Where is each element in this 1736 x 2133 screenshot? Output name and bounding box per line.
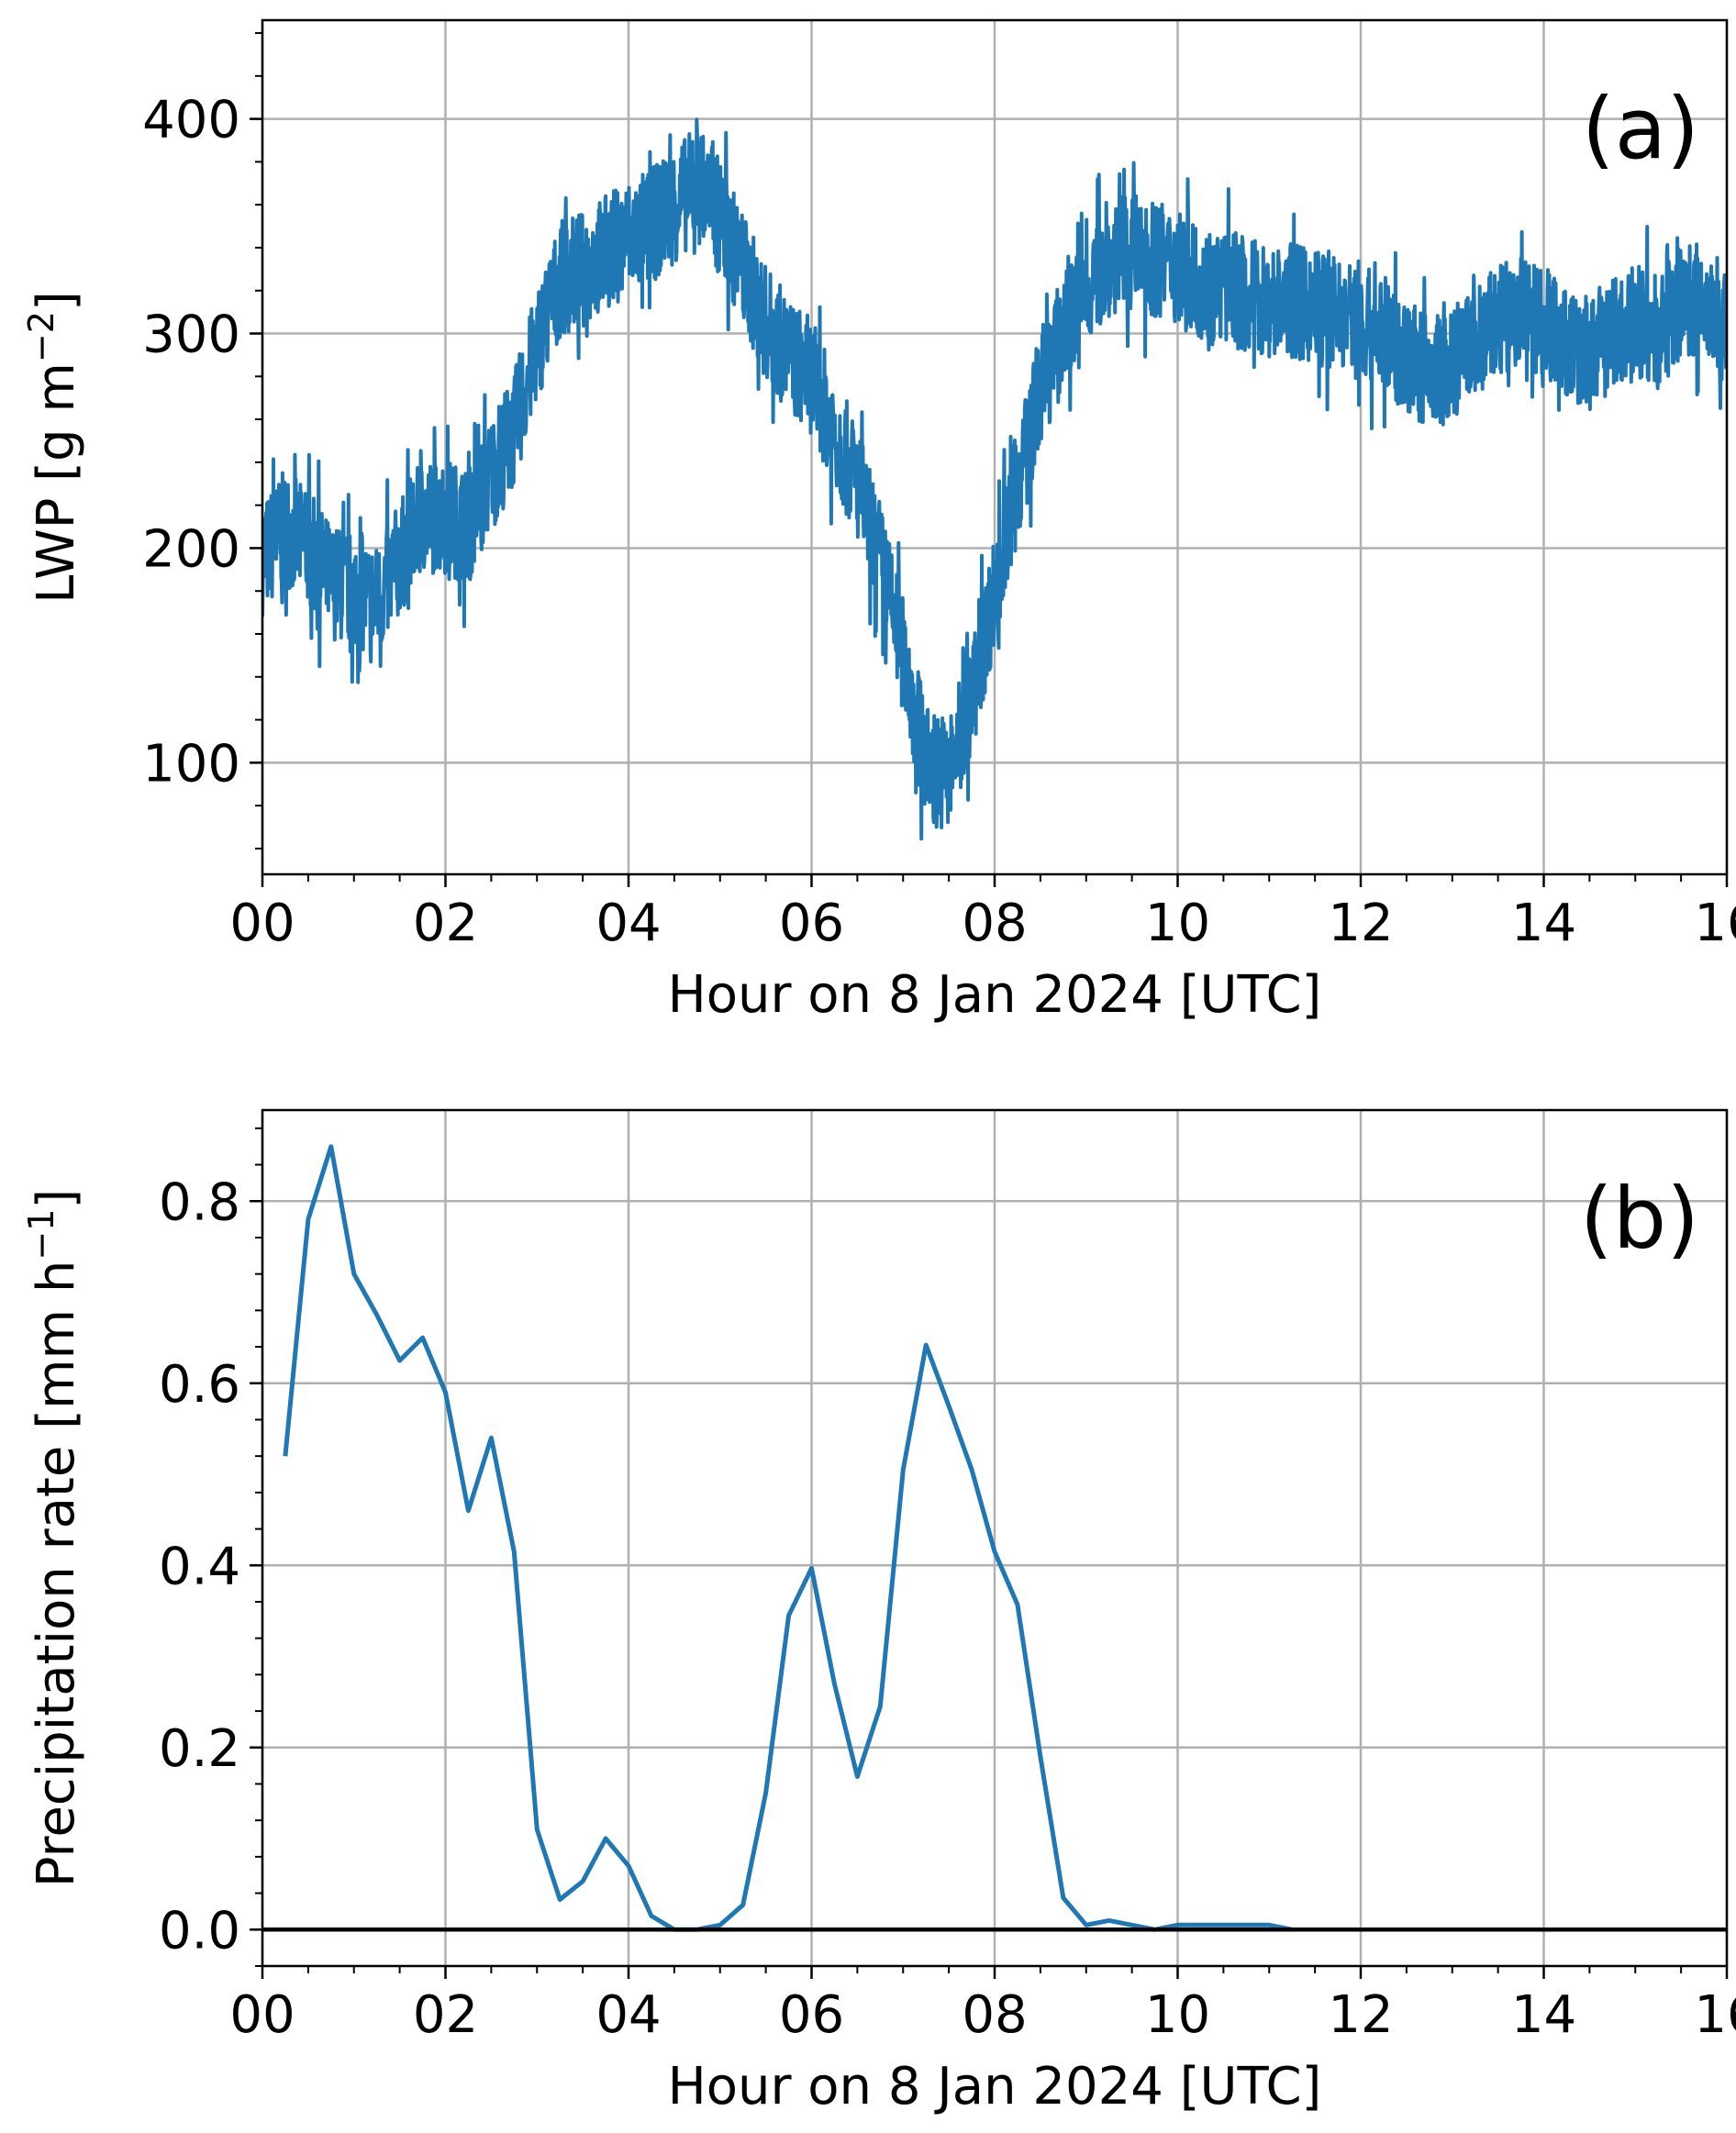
precip-y-tick-label: 0.2: [159, 1719, 240, 1779]
lwp-plot-area: [262, 117, 1727, 841]
precip-x-tick-label: 14: [1511, 1985, 1576, 2045]
precip-x-tick-label: 06: [779, 1985, 844, 2045]
lwp-x-tick-label: 02: [413, 894, 478, 953]
precipitation-panel: 00 02 04 06 08 10 12 14 16 0.0 0.2 0.4 0.6 0.8 (b) Ho…: [21, 1108, 1736, 2116]
lwp-y-tick-label: 100: [142, 734, 240, 794]
lwp-y-tick-label: 300: [142, 306, 240, 365]
lwp-x-tick-label: 16: [1694, 894, 1736, 953]
precip-y-axis-label: Precipitation rate [mm h−1]: [21, 1189, 86, 1888]
lwp-y-tick-label: 200: [142, 519, 240, 579]
lwp-series-line: [262, 117, 1727, 841]
precip-ticks: 00 02 04 06 08 10 12 14 16 0.0 0.2 0.4 0.6 0.8: [159, 1127, 1736, 2045]
lwp-y-axis-label: LWP [g m−2]: [21, 291, 86, 604]
lwp-panel-label: (a): [1582, 80, 1699, 178]
lwp-x-tick-label: 10: [1145, 894, 1210, 953]
lwp-grid: [261, 20, 1729, 874]
precip-x-tick-label: 12: [1328, 1985, 1393, 2045]
lwp-x-tick-label: 04: [595, 894, 661, 953]
precip-x-tick-label: 08: [962, 1985, 1027, 2045]
lwp-x-tick-label: 08: [962, 894, 1027, 953]
lwp-x-tick-label: 14: [1511, 894, 1576, 953]
lwp-y-tick-label: 400: [142, 91, 240, 150]
precip-panel-label: (b): [1580, 1170, 1699, 1268]
precip-x-tick-label: 00: [229, 1985, 295, 2045]
precip-grid: [261, 1110, 1729, 1966]
precip-x-axis-label: Hour on 8 Jan 2024 [UTC]: [668, 2057, 1322, 2116]
lwp-ticks: 00 02 04 06 08 10 12 14 16 100 200 300 400: [142, 32, 1736, 953]
lwp-panel: 00 02 04 06 08 10 12 14 16 100 200 300 400 (a) Hour …: [21, 18, 1736, 1025]
precip-x-tick-label: 10: [1145, 1985, 1210, 2045]
precip-axes-frame: [261, 1108, 1729, 1968]
precip-y-tick-label: 0.8: [159, 1172, 240, 1232]
lwp-x-axis-label: Hour on 8 Jan 2024 [UTC]: [668, 965, 1322, 1025]
lwp-x-tick-label: 00: [229, 894, 295, 953]
precip-y-tick-label: 0.6: [159, 1355, 240, 1415]
precip-y-tick-label: 0.0: [159, 1901, 240, 1961]
precip-plot-area: [262, 1144, 1727, 1932]
precip-series-line: [283, 1144, 1293, 1932]
lwp-x-tick-label: 12: [1328, 894, 1393, 953]
lwp-axes-frame: [261, 18, 1729, 876]
precip-x-tick-label: 02: [413, 1985, 478, 2045]
precip-x-tick-label: 16: [1694, 1985, 1736, 2045]
precip-y-tick-label: 0.4: [159, 1537, 240, 1596]
lwp-x-tick-label: 06: [779, 894, 844, 953]
precip-x-tick-label: 04: [595, 1985, 661, 2045]
